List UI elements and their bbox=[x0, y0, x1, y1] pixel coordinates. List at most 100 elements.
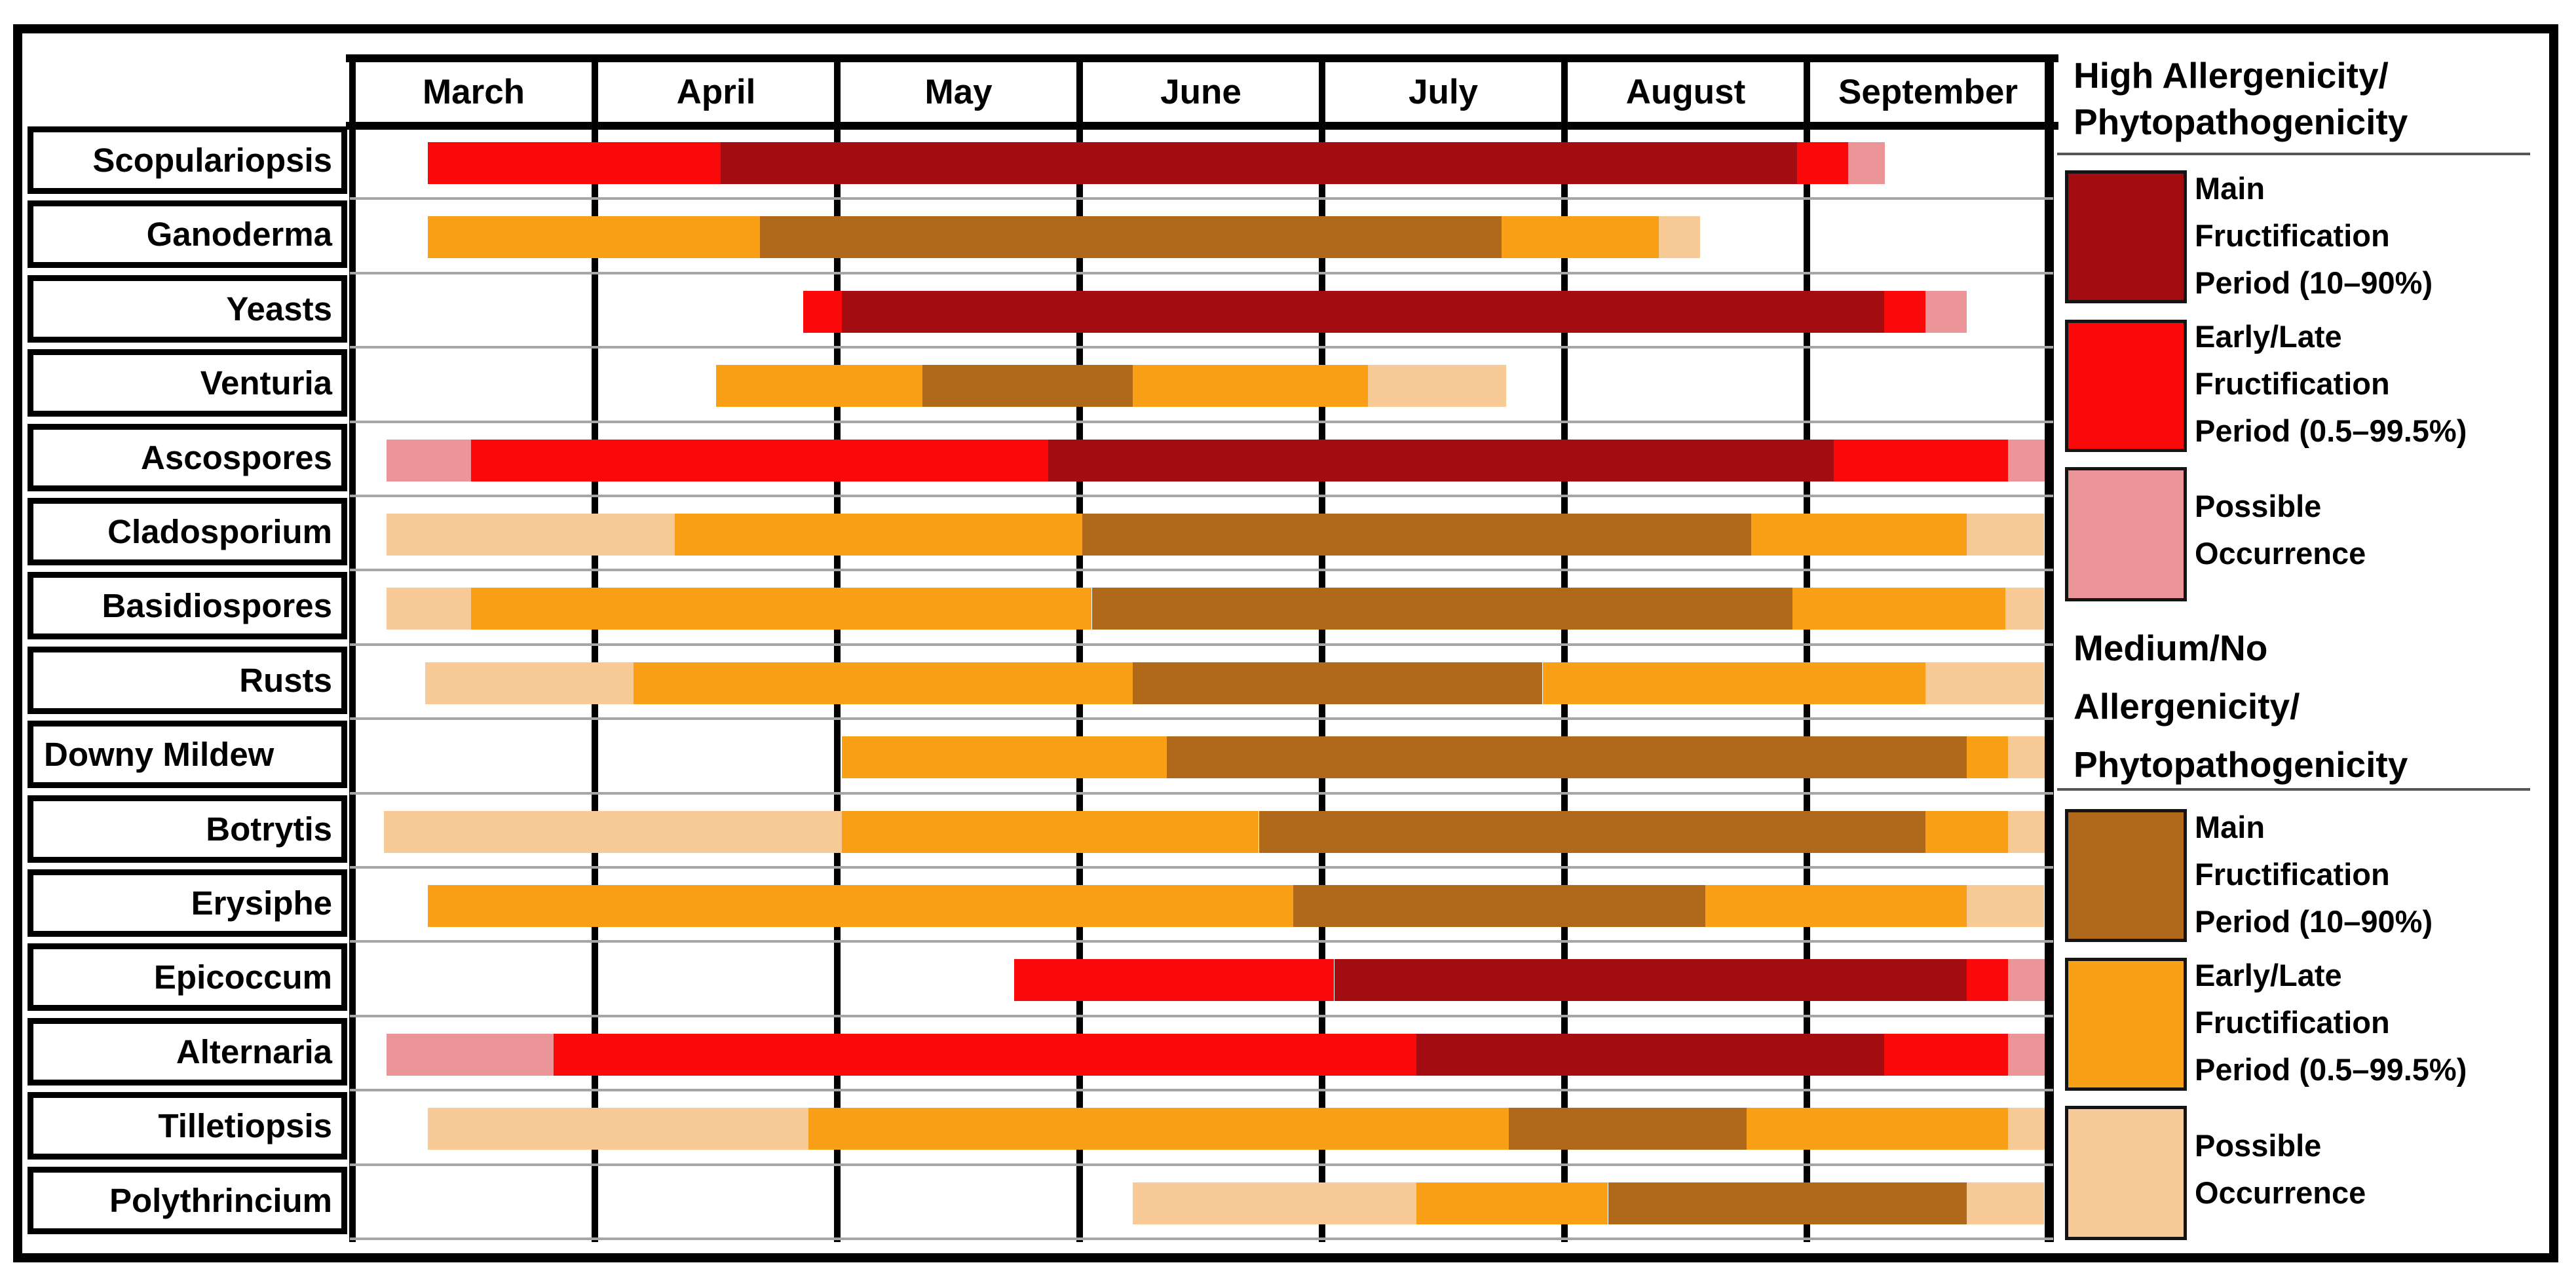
bar-segment-possible_med bbox=[1967, 885, 2044, 927]
bar-segment-early_high bbox=[471, 440, 1048, 482]
bar-segment-early_med bbox=[1502, 216, 1659, 258]
bar-segment-early_med bbox=[428, 216, 760, 258]
row-separator bbox=[350, 1237, 2053, 1240]
legend-label-early_high: Early/Late Fructification Period (0.5–99.5… bbox=[2195, 313, 2562, 455]
legend-swatch-possible_high bbox=[2065, 467, 2187, 601]
row-separator bbox=[350, 866, 2053, 869]
bar-segment-early_med bbox=[675, 514, 1082, 556]
month-header-top-border bbox=[346, 54, 2058, 62]
legend-label-line: Early/Late bbox=[2195, 958, 2342, 992]
bar-segment-main_high bbox=[1416, 1034, 1884, 1076]
row-label-polythrincium: Polythrincium bbox=[28, 1166, 347, 1234]
legend-label-main_med: Main Fructification Period (10–90%) bbox=[2195, 804, 2562, 945]
bar-segment-early_med bbox=[428, 885, 1293, 927]
legend-label-line: Fructification bbox=[2195, 218, 2390, 253]
month-header-cell-april: April bbox=[595, 62, 837, 122]
row-label-venturia: Venturia bbox=[28, 349, 347, 417]
bar-segment-main_high bbox=[842, 291, 1884, 333]
legend-medium-header-line2: Allergenicity/ bbox=[2074, 686, 2300, 727]
row-separator bbox=[350, 271, 2053, 274]
legend-label-line: Period (10–90%) bbox=[2195, 265, 2433, 300]
row-label-epicoccum: Epicoccum bbox=[28, 943, 347, 1011]
bar-segment-early_med bbox=[1543, 662, 1926, 704]
bar-segment-main_med bbox=[1509, 1108, 1747, 1150]
bar-segment-main_high bbox=[1048, 440, 1834, 482]
legend-label-line: Period (10–90%) bbox=[2195, 904, 2433, 939]
bar-segment-early_high bbox=[803, 291, 842, 333]
row-label-erysiphe: Erysiphe bbox=[28, 869, 347, 937]
legend-label-line: Possible bbox=[2195, 1128, 2322, 1163]
bar-segment-early_med bbox=[634, 662, 1133, 704]
month-header-cell-july: July bbox=[1322, 62, 1564, 122]
legend-label-line: Occurrence bbox=[2195, 1175, 2366, 1210]
legend-high-header: High Allergenicity/ Phytopathogenicity bbox=[2074, 52, 2558, 145]
row-label-scopulariopsis: Scopulariopsis bbox=[28, 126, 347, 194]
legend-label-possible_med: Possible Occurrence bbox=[2195, 1122, 2562, 1217]
row-separator bbox=[350, 791, 2053, 795]
legend-label-main_high: Main Fructification Period (10–90%) bbox=[2195, 165, 2562, 307]
row-separator bbox=[350, 569, 2053, 572]
legend-label-line: Fructification bbox=[2195, 366, 2390, 401]
bar-segment-early_med bbox=[1792, 588, 2006, 630]
legend-label-early_med: Early/Late Fructification Period (0.5–99.5… bbox=[2195, 952, 2562, 1093]
figure-border bbox=[13, 24, 2558, 1262]
bar-segment-early_high bbox=[1884, 1034, 2008, 1076]
bar-segment-early_med bbox=[842, 811, 1259, 853]
bar-segment-possible_high bbox=[387, 1034, 554, 1076]
legend-high-header-line2: Phytopathogenicity bbox=[2074, 102, 2408, 142]
legend-medium-header-line1: Medium/No bbox=[2074, 628, 2268, 668]
row-separator bbox=[350, 1163, 2053, 1166]
plot-right-border bbox=[2045, 54, 2054, 1242]
month-gridline-4 bbox=[1319, 54, 1325, 1242]
bar-segment-possible_med bbox=[2008, 736, 2045, 778]
row-label-tilletiopsis: Tilletiopsis bbox=[28, 1092, 347, 1160]
legend-label-line: Occurrence bbox=[2195, 536, 2366, 571]
legend-label-line: Fructification bbox=[2195, 1005, 2390, 1040]
month-gridline-1 bbox=[592, 54, 598, 1242]
legend-label-line: Period (0.5–99.5%) bbox=[2195, 1052, 2467, 1087]
bar-segment-possible_med bbox=[2005, 588, 2044, 630]
bar-segment-early_high bbox=[1884, 291, 1925, 333]
legend-label-line: Period (0.5–99.5%) bbox=[2195, 413, 2467, 448]
legend-medium-header: Medium/No Allergenicity/ Phytopathogenic… bbox=[2074, 619, 2558, 794]
row-label-downy-mildew: Downy Mildew bbox=[28, 721, 347, 789]
bar-segment-possible_med bbox=[428, 1108, 808, 1150]
row-separator bbox=[350, 717, 2053, 721]
bar-segment-possible_med bbox=[387, 588, 472, 630]
month-header-bottom-border bbox=[346, 122, 2058, 130]
bar-segment-early_med bbox=[471, 588, 1091, 630]
bar-segment-early_high bbox=[1834, 440, 2008, 482]
legend-label-possible_high: Possible Occurrence bbox=[2195, 483, 2562, 577]
row-label-ganoderma: Ganoderma bbox=[28, 200, 347, 269]
row-label-cladosporium: Cladosporium bbox=[28, 498, 347, 565]
row-separator bbox=[350, 420, 2053, 423]
bar-segment-main_med bbox=[1092, 588, 1792, 630]
legend-underline-medium bbox=[2057, 788, 2530, 791]
bar-segment-early_med bbox=[716, 365, 922, 407]
bar-segment-main_high bbox=[721, 142, 1797, 184]
month-gridline-3 bbox=[1076, 54, 1083, 1242]
bar-segment-possible_med bbox=[384, 811, 842, 853]
bar-segment-possible_high bbox=[2008, 959, 2045, 1001]
bar-segment-main_med bbox=[1167, 736, 1967, 778]
bar-segment-possible_med bbox=[2008, 1108, 2045, 1150]
bar-segment-early_med bbox=[1751, 514, 1967, 556]
row-separator bbox=[350, 495, 2053, 497]
bar-segment-main_med bbox=[922, 365, 1133, 407]
bar-segment-early_med bbox=[842, 736, 1167, 778]
month-gridline-2 bbox=[834, 54, 841, 1242]
bar-segment-possible_med bbox=[1368, 365, 1506, 407]
bar-segment-possible_high bbox=[1848, 142, 1885, 184]
row-label-ascospores: Ascospores bbox=[28, 423, 347, 491]
row-label-botrytis: Botrytis bbox=[28, 795, 347, 863]
bar-segment-main_med bbox=[1259, 811, 1926, 853]
bar-segment-possible_med bbox=[387, 514, 675, 556]
month-header-cell-august: August bbox=[1564, 62, 1807, 122]
bar-segment-early_high bbox=[1797, 142, 1848, 184]
bar-segment-early_high bbox=[1967, 959, 2008, 1001]
row-label-yeasts: Yeasts bbox=[28, 274, 347, 343]
bar-segment-possible_med bbox=[1133, 1182, 1416, 1224]
row-separator bbox=[350, 940, 2053, 943]
bar-segment-possible_med bbox=[1967, 1182, 2044, 1224]
legend-swatch-possible_med bbox=[2065, 1106, 2187, 1240]
